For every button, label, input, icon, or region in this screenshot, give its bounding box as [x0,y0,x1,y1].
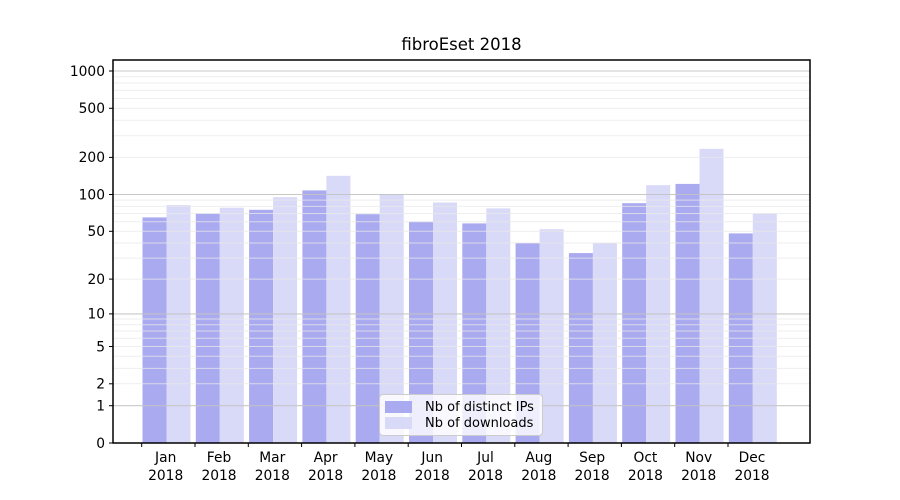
x-tick-label-month: Aug [525,450,552,466]
x-tick-label-year: 2018 [468,468,503,484]
bar-downloads-aug [539,229,564,443]
y-tick-label: 50 [87,224,105,240]
y-tick-label: 0 [96,436,105,452]
legend-swatch-downloads [385,417,412,429]
bar-distinct-ips-may [355,214,380,443]
x-tick-label-month: Apr [314,450,338,466]
x-tick-label-month: Feb [207,450,231,466]
x-tick-label-year: 2018 [201,468,236,484]
bar-downloads-dec [752,213,777,443]
bar-distinct-ips-oct [622,203,647,443]
x-tick-label-month: Oct [633,450,657,466]
y-tick-label: 500 [79,101,105,117]
x-tick-label-month: Mar [259,450,285,466]
x-tick-label-year: 2018 [255,468,290,484]
legend-label-downloads: Nb of downloads [425,415,534,431]
x-tick-label-year: 2018 [681,468,716,484]
x-tick-label-year: 2018 [575,468,610,484]
x-tick-label-month: Jun [420,450,443,466]
y-tick-label: 200 [79,150,105,166]
bar-distinct-ips-apr [302,190,327,443]
y-tick-label: 2 [96,377,105,393]
bar-downloads-feb [219,207,244,443]
y-tick-label: 1 [96,399,105,415]
x-tick-label-year: 2018 [415,468,450,484]
y-tick-label: 100 [79,187,105,203]
x-tick-label-year: 2018 [628,468,663,484]
bar-distinct-ips-feb [195,213,220,443]
legend-item-distinct-ips: Nb of distinct IPs [380,401,542,414]
bar-distinct-ips-mar [249,209,274,443]
x-tick-label-month: Nov [685,450,712,466]
legend-swatch-distinct-ips [385,401,412,413]
bar-downloads-sep [592,243,617,443]
bar-downloads-jan [166,205,191,443]
chart-title: fibroEset 2018 [401,35,522,54]
x-tick-label-month: Sep [579,450,605,466]
bar-downloads-mar [273,197,298,443]
x-tick-label-month: Dec [739,450,766,466]
x-tick-label-month: Jan [154,450,176,466]
x-tick-label-year: 2018 [361,468,396,484]
legend: Nb of distinct IPs Nb of downloads [379,394,543,436]
bar-downloads-apr [326,175,351,444]
bar-downloads-nov [699,148,724,444]
x-tick-label-year: 2018 [308,468,343,484]
x-tick-label-year: 2018 [734,468,769,484]
bar-distinct-ips-sep [568,253,593,443]
legend-label-distinct-ips: Nb of distinct IPs [425,399,534,415]
y-tick-label: 5 [96,339,105,355]
y-tick-label: 10 [87,307,105,323]
bar-distinct-ips-jan [142,217,167,443]
x-tick-label-month: May [365,450,394,466]
y-tick-label: 20 [87,272,105,288]
x-tick-label-month: Jul [476,450,494,466]
y-tick-label: 1000 [70,64,105,80]
legend-item-downloads: Nb of downloads [380,417,542,430]
x-tick-label-year: 2018 [148,468,183,484]
x-tick-label-year: 2018 [521,468,556,484]
